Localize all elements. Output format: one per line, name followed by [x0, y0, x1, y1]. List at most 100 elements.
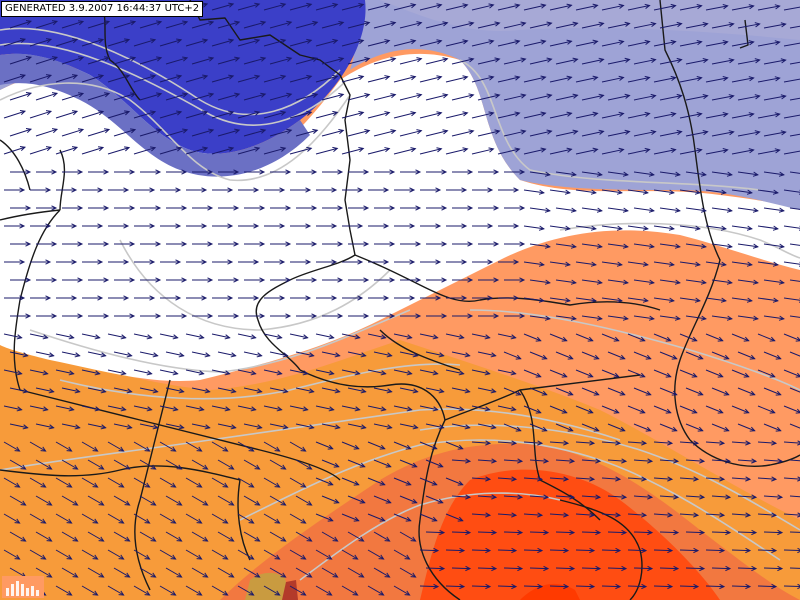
wind-arrow: [737, 22, 761, 29]
wind-arrow: [737, 423, 756, 432]
wind-arrow: [498, 295, 520, 301]
wind-arrow: [342, 223, 364, 229]
wind-arrow: [575, 297, 597, 303]
wind-arrow: [107, 549, 125, 560]
wind-arrow: [601, 512, 622, 518]
wind-arrow: [263, 146, 287, 155]
wind-arrow: [711, 171, 733, 177]
wind-arrow: [341, 2, 365, 11]
wind-arrow: [523, 261, 545, 267]
wind-arrow: [523, 75, 547, 83]
wind-arrow: [159, 477, 177, 488]
wind-arrow: [218, 313, 240, 319]
wind-arrow: [789, 25, 800, 29]
wind-arrow: [107, 405, 127, 412]
wind-arrow: [269, 387, 289, 394]
wind-arrow: [627, 111, 651, 119]
wind-arrow: [166, 313, 188, 319]
wind-arrow: [9, 20, 33, 29]
wind-arrow: [139, 495, 157, 506]
wind-arrow: [322, 313, 344, 319]
wind-arrow: [581, 529, 602, 536]
wind-arrow: [185, 38, 209, 47]
wind-arrow: [342, 295, 364, 301]
wind-arrow: [393, 75, 417, 83]
wind-arrow: [549, 333, 568, 342]
wind-arrow: [36, 241, 58, 247]
wind-arrow: [497, 111, 521, 119]
wind-arrow: [81, 333, 101, 340]
wind-arrow: [290, 187, 312, 193]
wind-arrow: [523, 297, 545, 303]
wind-arrow: [3, 146, 27, 155]
wind-arrow: [113, 92, 137, 101]
wind-arrow: [653, 547, 674, 554]
wind-arrow: [471, 111, 495, 119]
wind-arrow: [400, 169, 422, 175]
wind-arrow: [29, 38, 53, 47]
wind-arrow: [477, 529, 498, 536]
wind-arrow: [270, 169, 292, 175]
wind-arrow: [321, 92, 345, 101]
wind-arrow: [191, 351, 211, 358]
wind-arrow: [581, 243, 603, 249]
wind-arrow: [419, 583, 440, 590]
wind-arrow: [321, 495, 340, 504]
wind-arrow: [653, 476, 674, 482]
wind-arrow: [555, 565, 576, 572]
wind-arrow: [581, 458, 602, 464]
wind-arrow: [88, 241, 110, 247]
wind-arrow: [477, 423, 497, 430]
wind-arrow: [55, 513, 73, 524]
wind-arrow: [601, 369, 620, 378]
wind-arrow: [87, 128, 111, 137]
wind-arrow: [29, 369, 49, 376]
wind-arrow: [529, 93, 553, 101]
wind-arrow: [445, 147, 469, 155]
wind-arrow: [757, 440, 778, 446]
wind-arrow: [575, 476, 596, 482]
wind-arrow: [659, 529, 680, 536]
wind-arrow: [315, 585, 333, 596]
wind-arrow: [783, 297, 800, 303]
wind-arrow: [653, 3, 677, 11]
wind-arrow: [296, 205, 318, 211]
wind-arrow: [393, 405, 413, 412]
wind-arrow: [685, 423, 704, 432]
wind-arrow: [133, 369, 153, 376]
wind-arrow: [426, 169, 448, 175]
wind-arrow: [659, 207, 681, 213]
wind-arrow: [61, 567, 79, 578]
wind-arrow: [55, 74, 79, 83]
wind-arrow: [653, 261, 675, 267]
wind-arrow: [711, 565, 732, 572]
wind-arrow: [217, 495, 235, 506]
wind-arrow: [757, 112, 781, 119]
wind-arrow: [29, 477, 47, 488]
wind-arrow: [555, 129, 579, 137]
wind-arrow: [737, 243, 759, 249]
wind-arrow: [503, 351, 522, 360]
wind-arrow: [607, 207, 629, 213]
wind-arrow: [322, 169, 344, 175]
wind-arrow: [4, 223, 26, 229]
wind-arrow: [191, 128, 215, 137]
wind-arrow: [549, 39, 573, 47]
wind-arrow: [289, 146, 313, 155]
wind-arrow: [633, 93, 657, 101]
wind-arrow: [211, 146, 235, 155]
wind-arrow: [3, 74, 27, 83]
wind-arrow: [497, 547, 518, 554]
wind-arrow: [160, 295, 182, 301]
wind-arrow: [737, 529, 758, 536]
wind-arrow: [633, 315, 655, 321]
wind-arrow: [316, 295, 338, 301]
wind-arrow: [165, 128, 189, 137]
wind-arrow: [789, 531, 800, 533]
wind-arrow: [56, 223, 78, 229]
wind-arrow: [529, 207, 551, 213]
wind-arrow: [315, 441, 334, 450]
wind-arrow: [737, 315, 759, 321]
wind-arrow: [497, 476, 518, 482]
wind-arrow: [264, 187, 286, 193]
